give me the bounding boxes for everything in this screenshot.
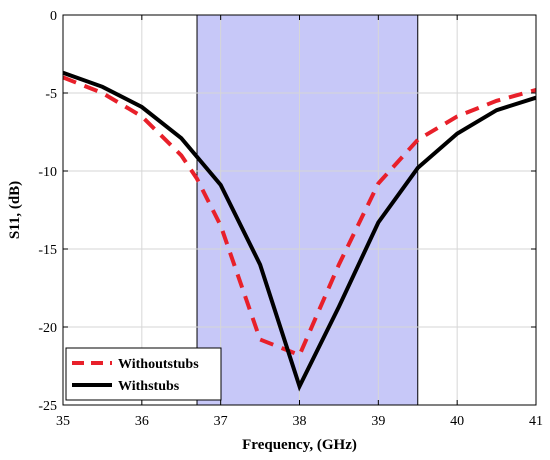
y-tick-label: -10 [38, 165, 57, 180]
grid-layer [63, 15, 536, 405]
x-tick-label: 37 [214, 414, 228, 429]
x-tick-label: 35 [56, 414, 70, 429]
x-tick-label: 36 [135, 414, 149, 429]
x-tick-label: 41 [529, 414, 543, 429]
legend-label-withoutstubs: Withoutstubs [118, 357, 199, 372]
x-tick-label: 40 [450, 414, 464, 429]
y-tick-label: -25 [38, 399, 57, 414]
x-axis-title: Frequency, (GHz) [242, 437, 357, 453]
y-axis-title: S11, (dB) [7, 181, 23, 239]
tick-layer: 35 36 37 38 39 40 41 0 -5 -10 -15 -20 -25 [38, 9, 543, 429]
legend-box [65, 347, 222, 401]
x-tick-label: 38 [293, 414, 307, 429]
series-line-withoutstubs [62, 75, 537, 358]
x-tick-label: 39 [371, 414, 385, 429]
series-line-withstubs [62, 70, 537, 392]
highlight-band [196, 14, 419, 406]
y-tick-label: 0 [50, 9, 57, 24]
band-layer [196, 14, 419, 406]
y-tick-label: -15 [38, 243, 57, 258]
legend-label-withstubs: Withstubs [118, 379, 180, 394]
y-tick-label: -5 [45, 87, 57, 102]
legend: Withoutstubs Withstubs [65, 347, 222, 401]
y-tick-label: -20 [38, 321, 57, 336]
